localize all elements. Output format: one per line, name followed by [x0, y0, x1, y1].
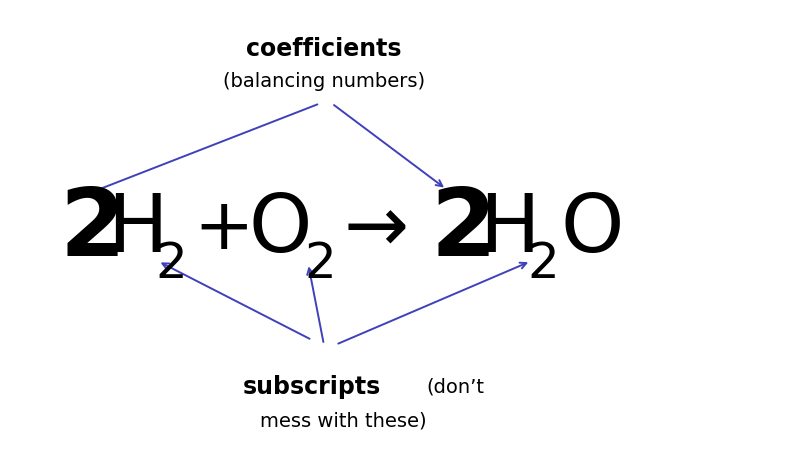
Text: 2: 2 — [59, 183, 125, 275]
Text: +: + — [194, 195, 254, 263]
Text: 2: 2 — [431, 183, 496, 275]
Text: 2: 2 — [156, 240, 187, 288]
Text: mess with these): mess with these) — [261, 411, 427, 430]
Text: O: O — [249, 190, 312, 268]
Text: subscripts: subscripts — [243, 375, 382, 399]
Text: coefficients: coefficients — [246, 37, 401, 61]
Text: (balancing numbers): (balancing numbers) — [223, 72, 425, 90]
Text: O: O — [561, 190, 624, 268]
Text: 2: 2 — [304, 240, 336, 288]
Text: →: → — [344, 191, 408, 267]
Text: H: H — [107, 190, 167, 268]
Text: (don’t: (don’t — [427, 377, 484, 396]
Text: H: H — [480, 190, 540, 268]
Text: 2: 2 — [527, 240, 559, 288]
